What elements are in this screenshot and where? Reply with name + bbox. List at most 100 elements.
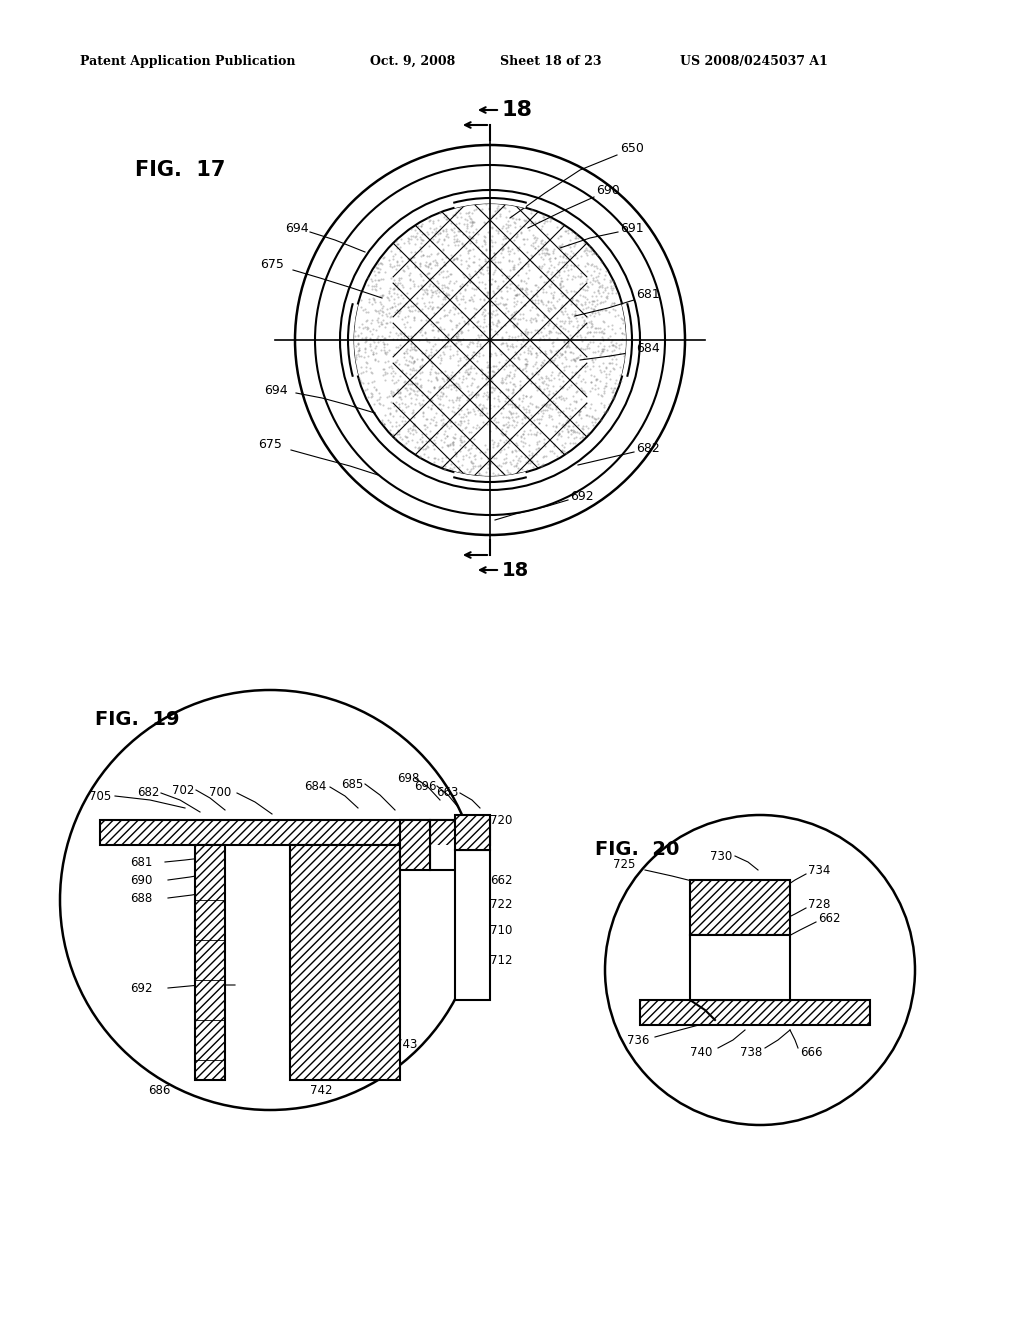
Point xyxy=(572,408,589,429)
Point xyxy=(543,209,559,230)
Point xyxy=(520,260,537,281)
Point xyxy=(474,364,490,385)
Point xyxy=(374,253,390,275)
Point xyxy=(523,405,540,426)
Point xyxy=(351,337,368,358)
Point xyxy=(522,312,539,333)
Point xyxy=(399,297,416,318)
Point xyxy=(447,326,464,347)
Point xyxy=(490,251,507,272)
Point xyxy=(414,288,430,309)
Point xyxy=(455,329,471,350)
Point xyxy=(477,368,494,389)
Point xyxy=(522,213,539,234)
Point xyxy=(404,424,421,445)
Point xyxy=(486,251,503,272)
Point xyxy=(414,354,430,375)
Point xyxy=(475,465,492,486)
Point xyxy=(390,286,407,308)
Point xyxy=(459,362,475,383)
Point xyxy=(426,327,442,348)
Point xyxy=(463,375,479,396)
Point xyxy=(604,292,621,313)
Point xyxy=(437,226,454,247)
Point xyxy=(487,417,504,438)
Point xyxy=(367,279,383,300)
Point xyxy=(401,422,418,444)
Point xyxy=(605,275,622,296)
Point xyxy=(402,337,419,358)
Point xyxy=(420,370,436,391)
Point xyxy=(422,381,438,403)
Point xyxy=(544,399,560,420)
Point xyxy=(527,396,544,417)
Point xyxy=(532,455,549,477)
Point xyxy=(523,244,540,265)
Point xyxy=(518,210,535,231)
Point xyxy=(606,335,623,356)
Point xyxy=(479,403,496,424)
Point xyxy=(447,314,464,335)
Point xyxy=(453,288,469,309)
Point xyxy=(483,302,500,323)
Point xyxy=(408,359,424,380)
Point xyxy=(494,372,510,393)
Point xyxy=(384,248,400,269)
Point xyxy=(430,209,446,230)
Point xyxy=(489,433,506,454)
Point xyxy=(475,244,492,265)
Point xyxy=(551,404,567,425)
Point xyxy=(402,387,419,408)
Point xyxy=(595,329,611,350)
Point xyxy=(577,280,593,301)
Point xyxy=(565,385,582,407)
Point xyxy=(613,309,630,330)
Text: 663: 663 xyxy=(436,787,458,800)
Point xyxy=(429,397,445,418)
Point xyxy=(421,345,437,366)
Point xyxy=(476,275,493,296)
Point xyxy=(550,364,566,385)
Point xyxy=(470,346,486,367)
Point xyxy=(600,335,616,356)
Point xyxy=(362,269,379,290)
Point xyxy=(432,345,449,366)
Point xyxy=(509,457,525,478)
Point xyxy=(357,310,374,331)
Point xyxy=(472,455,488,477)
Point xyxy=(471,272,487,293)
Point xyxy=(510,308,526,329)
Point xyxy=(501,243,517,264)
Point xyxy=(588,322,604,343)
Point xyxy=(518,263,535,284)
Point xyxy=(484,364,501,385)
Point xyxy=(415,393,431,414)
Point xyxy=(601,346,617,367)
Point xyxy=(534,243,550,264)
Point xyxy=(449,327,465,348)
Point xyxy=(518,368,535,389)
Point xyxy=(429,312,445,333)
Point xyxy=(589,290,605,312)
Point xyxy=(459,218,475,239)
Point xyxy=(440,265,457,286)
Point xyxy=(431,388,447,409)
Point xyxy=(427,403,443,424)
Point xyxy=(382,412,398,433)
Point xyxy=(498,232,514,253)
Point xyxy=(572,325,589,346)
Point xyxy=(583,393,599,414)
Text: 698: 698 xyxy=(397,771,419,784)
Point xyxy=(478,374,495,395)
Point xyxy=(506,256,522,277)
Point xyxy=(499,281,515,302)
Point xyxy=(464,203,480,224)
Point xyxy=(604,381,621,403)
Point xyxy=(556,310,572,331)
Point xyxy=(392,323,409,345)
Point xyxy=(554,352,570,374)
Point xyxy=(420,397,436,418)
Point xyxy=(562,230,579,251)
Point xyxy=(605,381,622,403)
Point xyxy=(597,277,613,298)
